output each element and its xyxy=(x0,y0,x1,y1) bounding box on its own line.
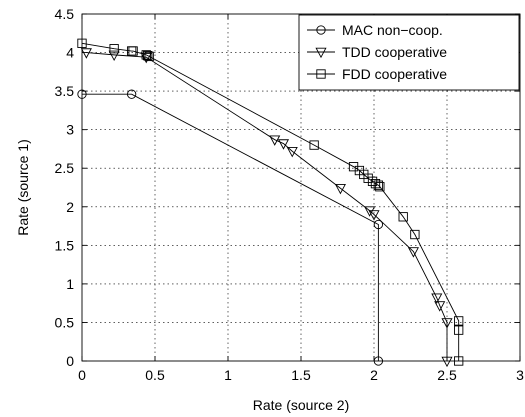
data-point xyxy=(108,50,120,62)
y-tick-label: 4 xyxy=(66,45,74,61)
legend-entry: TDD cooperative xyxy=(307,44,447,60)
data-point xyxy=(128,46,138,56)
data-point xyxy=(141,50,151,60)
data-point xyxy=(269,135,281,146)
data-point xyxy=(454,356,464,366)
legend-marker xyxy=(315,47,327,59)
data-point xyxy=(375,182,385,192)
x-tick-label: 1 xyxy=(224,367,232,383)
data-point xyxy=(109,44,119,54)
data-point xyxy=(398,212,408,222)
y-tick-label: 4.5 xyxy=(55,6,75,22)
series-layer xyxy=(77,38,464,368)
y-axis-title: Rate (source 1) xyxy=(15,139,31,235)
y-tick-label: 0 xyxy=(66,353,74,369)
x-tick-label: 1.5 xyxy=(291,367,311,383)
y-tick-label: 2 xyxy=(66,199,74,215)
y-tick-label: 3.5 xyxy=(55,83,75,99)
legend-box xyxy=(298,14,520,91)
series-line xyxy=(82,93,379,361)
data-point xyxy=(454,316,464,326)
legend-label: MAC non−coop. xyxy=(342,22,443,38)
data-point xyxy=(77,38,87,48)
y-tick-label: 2.5 xyxy=(55,160,75,176)
y-tick-label: 3 xyxy=(66,122,74,138)
data-point xyxy=(143,50,153,61)
x-tick-label: 0 xyxy=(78,367,86,383)
x-axis-title: Rate (source 2) xyxy=(253,397,349,413)
x-tick-label: 3 xyxy=(516,367,524,383)
x-tick-label: 2 xyxy=(370,367,378,383)
data-point xyxy=(407,247,419,258)
legend-label: TDD cooperative xyxy=(342,44,447,60)
data-point xyxy=(309,140,319,150)
series-1 xyxy=(77,89,384,366)
legend-entry: FDD cooperative xyxy=(307,66,447,82)
data-point xyxy=(277,139,290,150)
data-point xyxy=(373,219,384,230)
data-point xyxy=(441,356,453,368)
legend-entries: MAC non−coop. TDD cooperative FDD cooperat… xyxy=(307,22,447,82)
y-tick-label: 0.5 xyxy=(55,314,75,330)
data-point xyxy=(373,356,384,366)
data-point xyxy=(410,229,420,240)
data-point xyxy=(364,206,376,217)
y-tick-label: 1 xyxy=(66,276,74,292)
x-tick-label: 2.5 xyxy=(437,367,457,383)
legend-marker xyxy=(316,69,326,79)
data-point xyxy=(334,184,346,195)
data-point xyxy=(373,180,384,190)
legend-entry: MAC non−coop. xyxy=(307,22,443,38)
series-3 xyxy=(77,38,464,366)
data-point xyxy=(454,325,464,335)
data-point xyxy=(431,293,443,304)
series-2 xyxy=(80,48,453,368)
y-tick-label: 1.5 xyxy=(55,237,75,253)
data-point xyxy=(434,301,446,312)
data-point xyxy=(77,89,87,99)
series-line xyxy=(86,52,448,361)
data-point xyxy=(368,210,380,221)
legend-marker xyxy=(316,25,326,35)
x-tick-label: 0.5 xyxy=(145,367,165,383)
data-point xyxy=(144,51,154,62)
data-point xyxy=(80,48,92,59)
data-point xyxy=(126,89,137,99)
data-point xyxy=(441,318,453,329)
data-point xyxy=(286,147,298,158)
legend-label: FDD cooperative xyxy=(342,66,447,82)
legend: MAC non−coop. TDD cooperative FDD cooperat… xyxy=(298,14,520,91)
